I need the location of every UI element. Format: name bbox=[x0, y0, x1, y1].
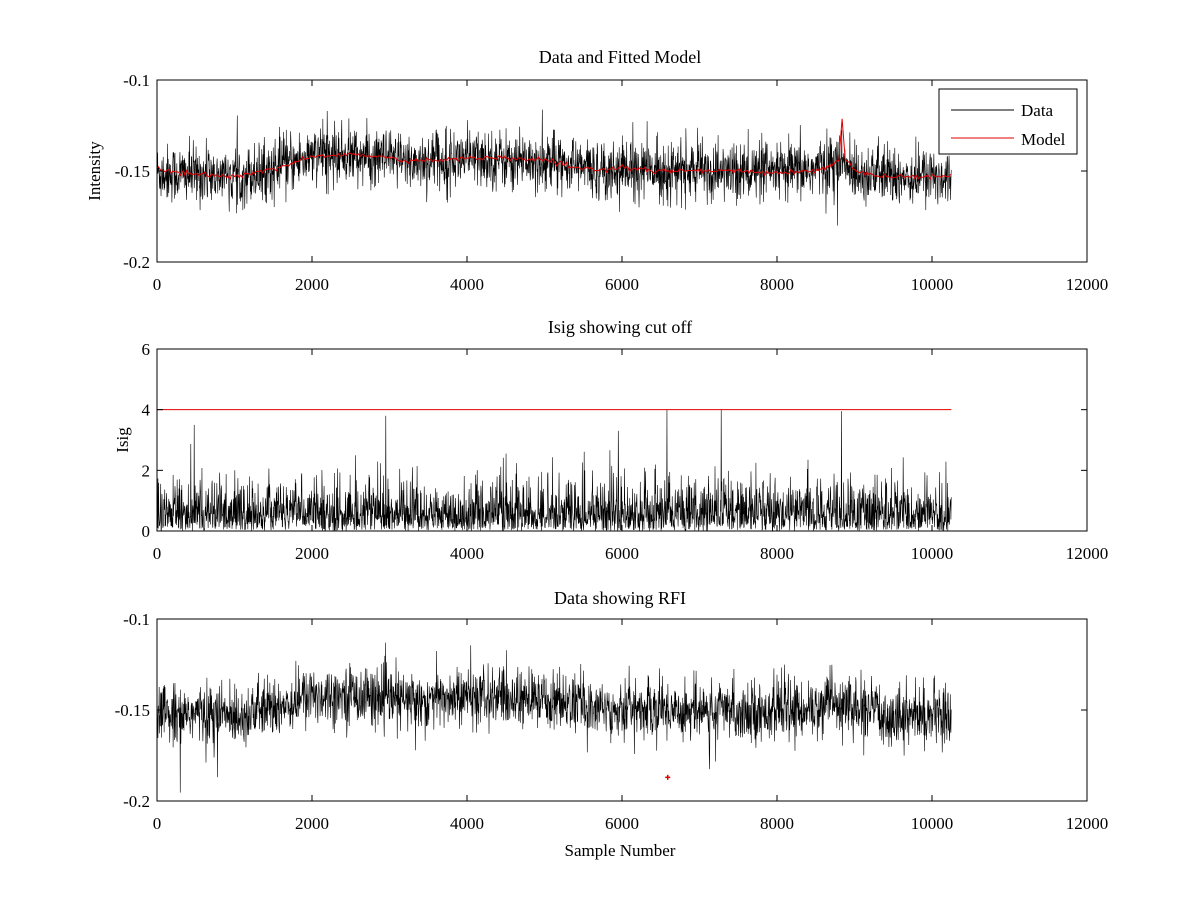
top-ytick-label: -0.1 bbox=[123, 71, 150, 90]
mid-xtick-label: 2000 bbox=[295, 544, 329, 563]
mid-xtick-label: 10000 bbox=[911, 544, 954, 563]
top-xtick-label: 6000 bbox=[605, 275, 639, 294]
bot-series-rfi-marker bbox=[665, 774, 671, 780]
legend-box bbox=[938, 88, 1078, 155]
bot-ytick-label: -0.15 bbox=[115, 701, 150, 720]
bot-xtick-label: 2000 bbox=[295, 814, 329, 833]
top-ytick-label: -0.2 bbox=[123, 253, 150, 272]
mid-ytick-label: 2 bbox=[142, 461, 151, 480]
panel-mid-series bbox=[156, 409, 952, 532]
bot-series-data bbox=[156, 642, 952, 793]
top-xtick-label: 8000 bbox=[760, 275, 794, 294]
panel-top-axes: 0 2000 4000 6000 8000 10000 12000 -0.2 -0.15 -0.1 bbox=[115, 71, 1109, 294]
top-xtick-label: 12000 bbox=[1066, 275, 1109, 294]
mid-ytick-label: 0 bbox=[142, 522, 151, 541]
panel-mid-axes: 0 2000 4000 6000 8000 10000 12000 0 2 4 6 bbox=[142, 340, 1109, 563]
top-ytick-label: -0.15 bbox=[115, 162, 150, 181]
bot-ytick-label: -0.2 bbox=[123, 792, 150, 811]
panel-mid-ylabel: Isig bbox=[113, 427, 132, 453]
panel-mid-title: Isig showing cut off bbox=[548, 317, 692, 337]
panel-bot-xlabel: Sample Number bbox=[565, 841, 676, 860]
panel-bot-title: Data showing RFI bbox=[554, 588, 686, 608]
panel-top: Data and Fitted Model Intensity 0 2000 400… bbox=[85, 47, 1108, 294]
bot-xtick-label: 4000 bbox=[450, 814, 484, 833]
mid-xtick-label: 0 bbox=[153, 544, 162, 563]
mid-ytick-label: 4 bbox=[142, 401, 151, 420]
mid-xtick-label: 8000 bbox=[760, 544, 794, 563]
top-xtick-label: 10000 bbox=[911, 275, 954, 294]
top-series-model bbox=[156, 118, 952, 181]
bot-xtick-label: 10000 bbox=[911, 814, 954, 833]
mid-xtick-label: 6000 bbox=[605, 544, 639, 563]
panel-top-series bbox=[156, 109, 952, 226]
panel-bot: Data showing RFI Sample Number 0 2000 4000… bbox=[115, 588, 1109, 860]
legend-label-data: Data bbox=[1021, 101, 1054, 120]
panel-top-ylabel: Intensity bbox=[85, 141, 104, 201]
bot-xtick-label: 8000 bbox=[760, 814, 794, 833]
top-xtick-label: 2000 bbox=[295, 275, 329, 294]
panel-bot-series bbox=[156, 642, 952, 793]
panel-top-title: Data and Fitted Model bbox=[539, 47, 701, 67]
legend-label-model: Model bbox=[1021, 130, 1066, 149]
bot-xtick-label: 0 bbox=[153, 814, 162, 833]
bot-xtick-label: 6000 bbox=[605, 814, 639, 833]
mid-xtick-label: 4000 bbox=[450, 544, 484, 563]
mid-ytick-label: 6 bbox=[142, 340, 151, 359]
mid-series-isig bbox=[156, 409, 952, 532]
bot-ytick-label: -0.1 bbox=[123, 610, 150, 629]
top-xtick-label: 4000 bbox=[450, 275, 484, 294]
mid-xtick-label: 12000 bbox=[1066, 544, 1109, 563]
bot-xtick-label: 12000 bbox=[1066, 814, 1109, 833]
panel-bot-axes: 0 2000 4000 6000 8000 10000 12000 -0.2 -0.15 -0.1 bbox=[115, 610, 1109, 833]
panel-mid: Isig showing cut off Isig 0 2000 4000 6000 8… bbox=[113, 317, 1108, 563]
panel-top-legend: Data Model bbox=[938, 88, 1078, 155]
top-xtick-label: 0 bbox=[153, 275, 162, 294]
